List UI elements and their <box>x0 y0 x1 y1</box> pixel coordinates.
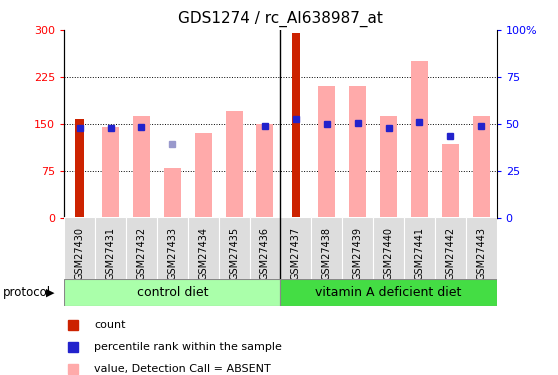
Text: ▶: ▶ <box>46 288 55 298</box>
Bar <box>219 217 249 279</box>
Bar <box>311 217 342 279</box>
Bar <box>318 86 335 218</box>
Bar <box>75 119 84 218</box>
Text: GSM27442: GSM27442 <box>445 227 455 280</box>
Text: count: count <box>94 320 126 330</box>
Text: control diet: control diet <box>137 286 208 299</box>
Bar <box>291 33 300 218</box>
Text: GSM27439: GSM27439 <box>353 227 363 280</box>
Text: GSM27435: GSM27435 <box>229 227 239 280</box>
Bar <box>373 217 404 279</box>
Bar <box>435 217 466 279</box>
Bar <box>257 124 273 218</box>
Bar <box>133 116 150 218</box>
Text: percentile rank within the sample: percentile rank within the sample <box>94 342 282 352</box>
Bar <box>157 217 187 279</box>
Text: GSM27430: GSM27430 <box>75 227 85 280</box>
Bar <box>64 217 95 279</box>
Text: GSM27443: GSM27443 <box>476 227 486 280</box>
Bar <box>349 86 366 218</box>
Text: GSM27436: GSM27436 <box>260 227 270 280</box>
Bar <box>411 61 428 217</box>
Bar <box>195 133 211 218</box>
Bar <box>64 279 280 306</box>
Text: GSM27433: GSM27433 <box>167 227 177 280</box>
Bar <box>404 217 435 279</box>
Bar <box>280 279 497 306</box>
Bar <box>280 217 311 279</box>
Bar <box>380 116 397 218</box>
Text: vitamin A deficient diet: vitamin A deficient diet <box>315 286 461 299</box>
Text: value, Detection Call = ABSENT: value, Detection Call = ABSENT <box>94 364 271 374</box>
Text: GSM27441: GSM27441 <box>415 227 425 280</box>
Text: GSM27438: GSM27438 <box>322 227 331 280</box>
Bar <box>249 217 280 279</box>
Bar <box>187 217 219 279</box>
Bar <box>473 116 490 218</box>
Text: GSM27437: GSM27437 <box>291 227 301 280</box>
Bar <box>126 217 157 279</box>
Title: GDS1274 / rc_AI638987_at: GDS1274 / rc_AI638987_at <box>178 11 383 27</box>
Bar <box>442 144 459 218</box>
Text: protocol: protocol <box>3 286 51 299</box>
Text: GSM27432: GSM27432 <box>136 227 146 280</box>
Text: GSM27431: GSM27431 <box>105 227 116 280</box>
Text: GSM27440: GSM27440 <box>383 227 393 280</box>
Bar <box>95 217 126 279</box>
Text: GSM27434: GSM27434 <box>198 227 208 280</box>
Bar <box>102 127 119 218</box>
Bar <box>164 168 181 217</box>
Bar <box>342 217 373 279</box>
Bar <box>225 111 243 218</box>
Bar <box>466 217 497 279</box>
